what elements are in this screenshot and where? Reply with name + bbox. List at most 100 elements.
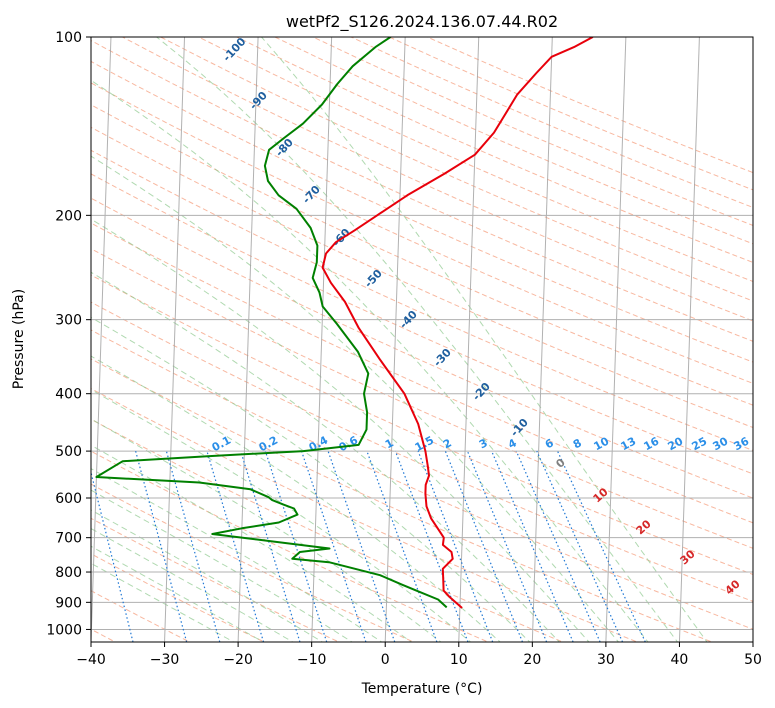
moist-adiabat xyxy=(91,271,561,642)
dry-adiabat xyxy=(91,222,753,524)
mixing-ratio-lines xyxy=(91,450,646,642)
plot-frame xyxy=(90,36,754,643)
dry-adiabat xyxy=(91,450,490,642)
y-tick-label: 200 xyxy=(55,208,82,224)
y-tick-label: 400 xyxy=(55,387,82,403)
sounding-series xyxy=(95,37,594,609)
mixing-ratio-line xyxy=(491,450,574,642)
plot-area: -100-90-80-70-60-50-40-30-20-100.1 0.2 0.4… xyxy=(91,37,753,642)
isotherm-label: 40 xyxy=(723,577,743,597)
mixing-ratio-line xyxy=(327,450,396,642)
dry-adiabat xyxy=(91,82,753,384)
x-axis-label: Temperature (°C) xyxy=(361,681,483,697)
isotherm-label: 10 xyxy=(591,485,611,505)
dry-adiabat xyxy=(91,39,753,342)
dry-adiabat-label: -80 xyxy=(273,136,296,160)
isotherm xyxy=(384,37,406,642)
mixing-ratio-label: 16 xyxy=(642,434,662,453)
dry-adiabat xyxy=(91,173,753,475)
mixing-ratio-label: 3 xyxy=(477,436,490,451)
mixing-ratio-label: 10 xyxy=(592,434,612,453)
dry-adiabat xyxy=(427,37,753,174)
isotherms xyxy=(91,37,753,642)
isotherm xyxy=(531,37,553,642)
mixing-ratio-label: 1 xyxy=(383,436,396,451)
mixing-ratio-line xyxy=(556,450,646,642)
dry-adiabat xyxy=(91,388,639,642)
x-tick-label: 40 xyxy=(671,652,689,668)
mixing-ratio-line xyxy=(240,450,301,642)
dry-adiabat xyxy=(91,590,191,642)
dry-adiabat xyxy=(91,197,753,499)
mixing-ratio-line xyxy=(515,450,601,642)
mixing-ratio-label: 36 xyxy=(732,434,752,453)
isotherm xyxy=(164,37,186,642)
dry-adiabat xyxy=(91,149,753,451)
y-tick-label: 1000 xyxy=(46,622,82,638)
dry-adiabat xyxy=(91,126,753,429)
dry-adiabat xyxy=(91,274,753,576)
mixing-ratio-label: 13 xyxy=(619,435,639,454)
dry-adiabat-label: -90 xyxy=(247,89,270,113)
x-tick-label: −10 xyxy=(297,652,327,668)
moist-adiabat xyxy=(156,37,679,642)
x-tick-label: 10 xyxy=(450,652,468,668)
moist-adiabat xyxy=(91,155,620,642)
moist-adiabat xyxy=(91,468,383,642)
mixing-ratio-label: 6 xyxy=(543,436,556,451)
moist-adiabat xyxy=(91,545,265,642)
isobars xyxy=(91,37,753,630)
moist-adiabat xyxy=(91,388,472,642)
y-tick-label: 300 xyxy=(55,313,82,329)
dry-adiabat-label: -20 xyxy=(470,380,493,404)
dry-adiabat xyxy=(91,418,564,642)
dry-adiabat-label: -10 xyxy=(508,416,531,440)
mixing-ratio-line xyxy=(264,450,328,642)
x-tick-label: −40 xyxy=(76,652,106,668)
x-tick-label: 20 xyxy=(523,652,541,668)
moist-adiabat xyxy=(91,418,442,642)
isotherm xyxy=(458,37,480,642)
y-axis-label: Pressure (hPa) xyxy=(11,289,27,389)
x-tick-label: 50 xyxy=(744,652,762,668)
dry-adiabat xyxy=(91,329,753,630)
moist-adiabats xyxy=(91,37,708,642)
y-tick-label: 600 xyxy=(55,491,82,507)
moist-adiabat xyxy=(91,528,294,642)
isotherm xyxy=(311,37,333,642)
y-tick-label: 900 xyxy=(55,595,82,611)
dry-adiabat-label: -40 xyxy=(397,308,420,332)
dry-adiabat xyxy=(91,104,753,406)
y-tick-label: 500 xyxy=(55,444,82,460)
y-tick-label: 800 xyxy=(55,565,82,581)
dewpoint-line xyxy=(95,37,448,609)
mixing-ratio-line xyxy=(206,450,265,642)
mixing-ratio-label: 2 xyxy=(441,436,454,451)
moist-adiabat xyxy=(91,218,590,642)
mixing-ratio-line xyxy=(165,450,221,642)
isotherm xyxy=(605,37,627,642)
isotherm-label: 0 xyxy=(553,456,568,471)
mixing-ratio-line xyxy=(300,450,367,642)
chart-title: wetPf2_S126.2024.136.07.44.R02 xyxy=(286,12,558,32)
mixing-ratio-label: 8 xyxy=(571,436,584,451)
isotherm xyxy=(752,626,753,642)
y-tick-label: 700 xyxy=(55,531,82,547)
temperature-line xyxy=(321,37,594,609)
dry-adiabat xyxy=(91,60,753,363)
mixing-ratio-line xyxy=(466,450,548,642)
isotherm xyxy=(237,37,259,642)
x-tick-label: 0 xyxy=(381,652,390,668)
isotherm xyxy=(91,37,112,642)
y-axis: 100 200 300 400 500 600 700 800 900 1000 xyxy=(46,30,91,638)
mixing-ratio-line xyxy=(135,450,188,642)
moist-adiabat xyxy=(91,444,413,642)
y-tick-label: 100 xyxy=(55,30,82,46)
dry-adiabat xyxy=(312,37,753,226)
mixing-ratio-line xyxy=(536,450,624,642)
dry-adiabat-label: -70 xyxy=(300,183,323,207)
isotherm-label: 30 xyxy=(678,547,698,567)
x-tick-label: −30 xyxy=(150,652,180,668)
mixing-ratio-line xyxy=(417,450,494,642)
